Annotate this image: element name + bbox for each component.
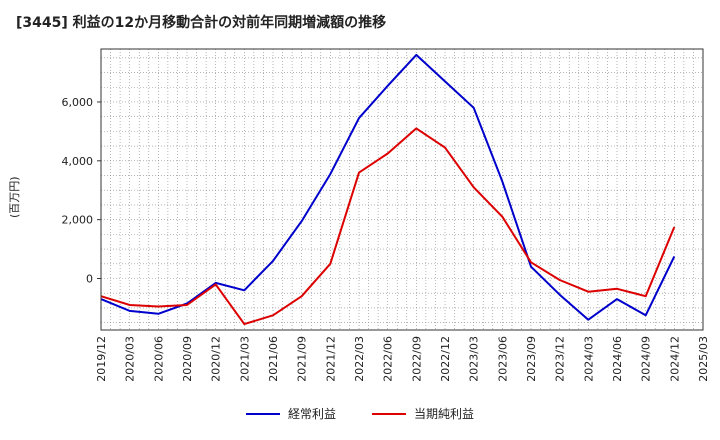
y-tick-label: 4,000: [62, 155, 94, 168]
x-tick-label: 2023/09: [525, 336, 538, 382]
chart-title: [3445] 利益の12か月移動合計の対前年同期増減額の推移: [16, 15, 387, 31]
legend-swatch-junrieki: [372, 412, 406, 415]
x-tick-label: 2022/03: [353, 336, 366, 382]
x-tick-label: 2023/12: [554, 336, 567, 382]
x-tick-label: 2020/12: [210, 336, 223, 382]
legend-label-junrieki: 当期純利益: [414, 407, 475, 421]
x-tick-label: 2020/09: [181, 336, 194, 382]
x-tick-label: 2019/12: [95, 336, 108, 382]
y-tick-label: 6,000: [62, 96, 94, 109]
x-tick-label: 2021/06: [267, 336, 280, 382]
x-tick-label: 2022/12: [439, 336, 452, 382]
x-tick-label: 2025/03: [697, 336, 710, 382]
x-tick-label: 2024/03: [582, 336, 595, 382]
x-axis-ticks: 2019/12 2020/03 2020/06 2020/09 2020/12 2021/…: [95, 336, 710, 382]
x-tick-label: 2021/03: [238, 336, 251, 382]
x-tick-label: 2023/03: [468, 336, 481, 382]
x-tick-label: 2024/06: [611, 336, 624, 382]
x-tick-label: 2024/09: [640, 336, 653, 382]
grid: [100, 49, 703, 330]
legend-item-keijo: 経常利益: [245, 405, 336, 422]
x-tick-label: 2022/06: [382, 336, 395, 382]
legend-swatch-keijo: [245, 412, 280, 415]
x-tick-label: 2024/12: [668, 336, 681, 382]
x-tick-label: 2020/03: [124, 336, 137, 382]
y-tick-label: 2,000: [62, 214, 94, 227]
x-tick-label: 2020/06: [152, 336, 165, 382]
legend: 経常利益 当期純利益: [0, 405, 720, 422]
x-tick-label: 2021/09: [296, 336, 309, 382]
x-tick-label: 2022/09: [410, 336, 423, 382]
series-line-0: [100, 53, 676, 321]
legend-label-keijo: 経常利益: [287, 407, 336, 421]
series-line-1: [100, 127, 676, 326]
x-tick-label: 2021/12: [324, 336, 337, 382]
x-tick-label: 2023/06: [496, 336, 509, 382]
legend-item-junrieki: 当期純利益: [372, 405, 474, 422]
series-lines: [100, 53, 676, 326]
plot-frame: [100, 48, 704, 331]
y-tick-label: 0: [86, 273, 93, 286]
y-axis-ticks: 0 2,000 4,000 6,000: [62, 96, 101, 286]
